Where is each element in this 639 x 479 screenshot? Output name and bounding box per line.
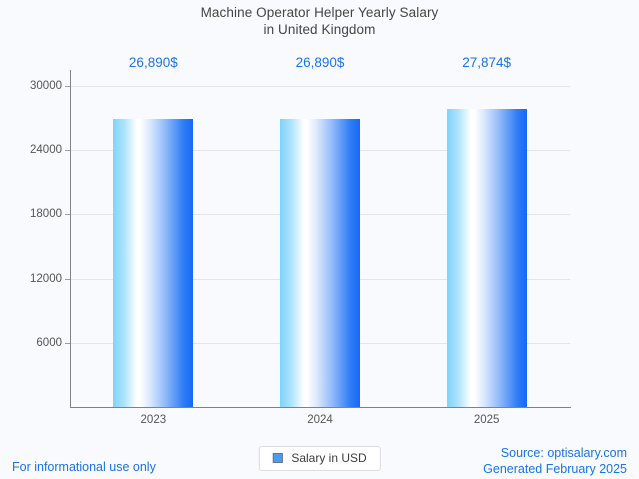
bar-2024[interactable] xyxy=(280,119,360,407)
chart-title-line-1: Machine Operator Helper Yearly Salary xyxy=(200,5,439,20)
generated-date: Generated February 2025 xyxy=(483,462,627,476)
y-axis-tick xyxy=(65,342,70,344)
chart-title: Machine Operator Helper Yearly Salary in… xyxy=(0,4,639,38)
bar-2023[interactable] xyxy=(113,119,194,407)
y-axis-line xyxy=(70,70,71,408)
y-axis-tick xyxy=(65,214,70,216)
y-axis-tick-label: 30000 xyxy=(30,80,62,93)
y-axis-tick xyxy=(65,278,70,280)
x-axis-line xyxy=(70,407,571,408)
legend-swatch-icon xyxy=(272,453,283,463)
bar-value-label-2024: 26,890$ xyxy=(295,55,345,70)
y-axis-tick-label: 12000 xyxy=(30,272,62,285)
gridline xyxy=(70,86,570,88)
y-axis-tick xyxy=(65,86,70,88)
source-link[interactable]: Source: optisalary.com xyxy=(500,446,627,460)
y-axis-tick-labels: 6000 12000 18000 24000 30000 xyxy=(0,70,62,407)
legend-label: Salary in USD xyxy=(291,451,367,465)
bar-2025[interactable] xyxy=(446,108,527,407)
x-axis-label-2024: 2024 xyxy=(307,414,333,426)
y-axis-tick-label: 18000 xyxy=(30,208,62,221)
chart-legend: Salary in USD xyxy=(258,446,381,471)
source-attribution: Source: optisalary.com Generated Februar… xyxy=(483,445,627,477)
x-axis-label-2025: 2025 xyxy=(473,414,500,426)
y-axis-tick xyxy=(65,150,70,152)
chart-title-line-2: in United Kingdom xyxy=(263,22,376,37)
x-axis-label-2023: 2023 xyxy=(140,414,167,426)
y-axis-tick-label: 6000 xyxy=(36,336,62,349)
disclaimer-text: For informational use only xyxy=(12,460,156,474)
plot-area xyxy=(65,70,570,407)
y-axis-tick-label: 24000 xyxy=(30,144,62,157)
bar-value-label-2025: 27,874$ xyxy=(462,55,512,70)
bar-value-label-2023: 26,890$ xyxy=(128,55,178,70)
